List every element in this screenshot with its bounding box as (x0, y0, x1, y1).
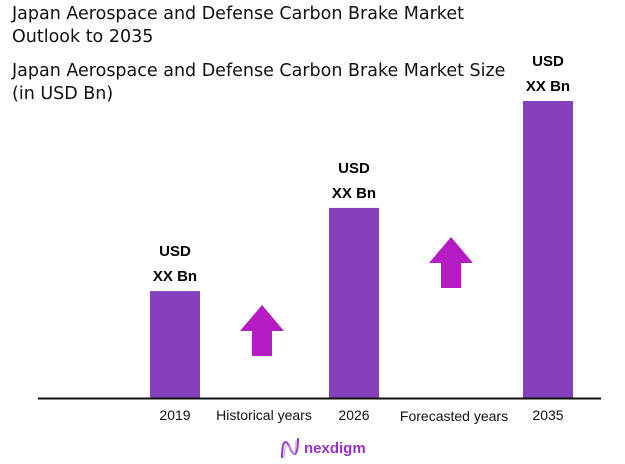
bar-2019 (150, 291, 200, 398)
logo-wave-icon (281, 437, 299, 459)
x-tick-label: 2035 (532, 407, 563, 423)
data-label: XX Bn (526, 78, 570, 95)
x-tick-label: 2019 (159, 407, 190, 423)
data-label: USD (338, 160, 370, 177)
growth-arrow-icon (240, 305, 284, 356)
period-label-forecast: Forecasted years (400, 408, 508, 424)
chart-subtitle: Japan Aerospace and Defense Carbon Brake… (12, 61, 506, 104)
data-label: USD (532, 53, 564, 70)
bar-2035 (523, 101, 573, 398)
bar-2026 (329, 207, 379, 398)
growth-arrow-icon (429, 237, 473, 288)
x-tick-label: 2026 (338, 407, 369, 423)
logo-text: nexdigm (304, 439, 366, 457)
nexdigm-logo: nexdigm (280, 436, 366, 460)
chart-title: Japan Aerospace and Defense Carbon Brake… (12, 4, 464, 47)
data-label: USD (159, 243, 191, 260)
data-label: XX Bn (153, 268, 197, 285)
period-label-historical: Historical years (216, 407, 312, 423)
data-label: XX Bn (332, 185, 376, 202)
